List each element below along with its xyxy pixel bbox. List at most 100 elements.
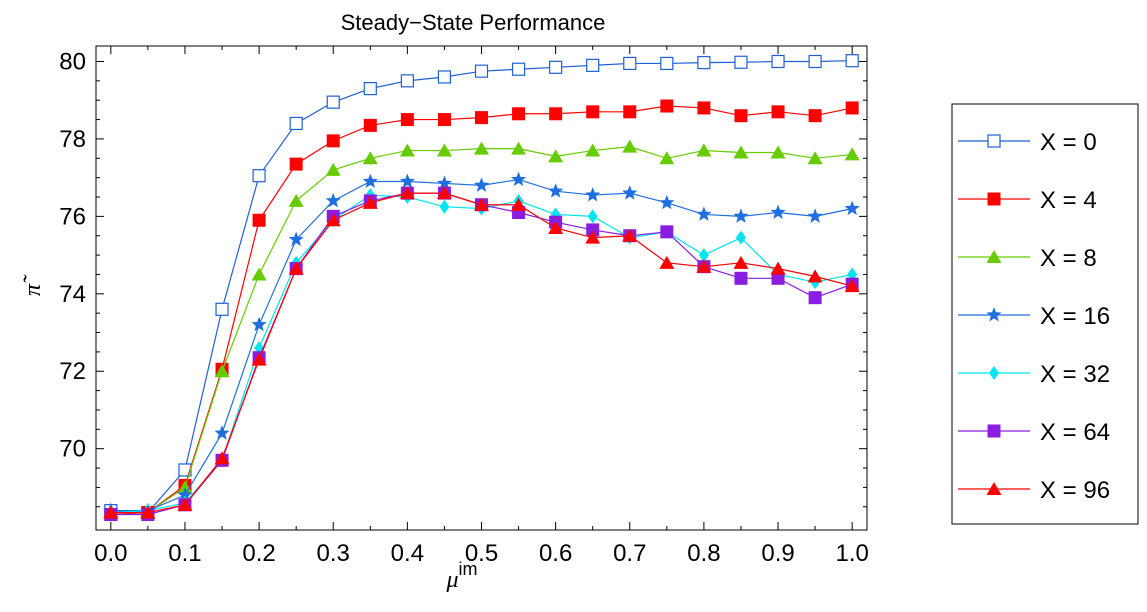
series-6 xyxy=(103,186,860,519)
legend-item: X = 16 xyxy=(958,303,1110,330)
data-point xyxy=(474,141,489,155)
data-point xyxy=(585,143,601,157)
data-point xyxy=(289,157,303,171)
data-point xyxy=(660,225,674,239)
data-point xyxy=(659,194,675,210)
x-axis: 0.0 0.1 0.2 0.3 0.4 0.5 0.6 0.7 0.8 0.9 1.0 xyxy=(94,46,869,567)
legend-marker xyxy=(987,192,1001,206)
data-point xyxy=(362,195,378,209)
x-tick-label: 0.7 xyxy=(613,540,646,567)
y-axis-label: π̃ xyxy=(20,274,46,296)
data-point xyxy=(437,113,451,127)
data-point xyxy=(326,95,340,109)
legend-item: X = 96 xyxy=(958,477,1110,504)
data-point xyxy=(733,145,749,159)
series-line xyxy=(110,60,853,514)
data-point xyxy=(586,105,600,119)
data-point xyxy=(735,230,746,245)
data-point xyxy=(808,54,822,69)
data-point xyxy=(659,151,675,165)
legend-label: X = 96 xyxy=(1040,477,1110,504)
data-point xyxy=(585,230,601,244)
y-tick-label: 74 xyxy=(59,281,86,308)
data-point xyxy=(585,187,601,202)
data-point xyxy=(511,197,527,211)
data-point xyxy=(325,162,341,176)
legend-item: X = 8 xyxy=(958,245,1097,272)
data-point xyxy=(214,364,230,378)
x-tick-label: 0.9 xyxy=(761,540,794,567)
data-point xyxy=(436,143,452,157)
data-point xyxy=(473,177,490,192)
data-point xyxy=(399,173,415,188)
chart-title: Steady−State Performance xyxy=(341,10,606,35)
x-tick-label: 0.5 xyxy=(465,540,498,567)
data-point xyxy=(474,64,489,78)
data-point xyxy=(845,54,859,68)
data-point xyxy=(400,113,414,127)
legend-marker xyxy=(986,307,1002,322)
data-point xyxy=(771,271,785,285)
data-point xyxy=(623,105,637,119)
legend-label: X = 4 xyxy=(1040,187,1097,214)
data-point xyxy=(177,487,193,502)
data-point xyxy=(734,109,748,123)
data-point xyxy=(177,497,193,511)
data-point xyxy=(549,107,563,121)
data-point xyxy=(363,81,377,96)
data-point xyxy=(251,267,267,281)
legend-label: X = 0 xyxy=(1040,129,1097,156)
data-point xyxy=(622,139,638,153)
legend-item: X = 64 xyxy=(958,419,1110,446)
data-point xyxy=(549,60,563,74)
y-axis: 70 72 74 76 78 80 xyxy=(59,48,867,508)
data-point xyxy=(622,228,638,242)
data-point xyxy=(252,169,266,183)
data-point xyxy=(363,118,377,132)
data-point xyxy=(844,279,860,293)
x-axis-label: μim xyxy=(445,559,477,593)
data-point xyxy=(288,231,304,247)
x-tick-label: 0.1 xyxy=(168,540,201,567)
data-point xyxy=(399,143,415,157)
data-point xyxy=(770,145,786,159)
data-point xyxy=(362,173,378,188)
data-point xyxy=(288,261,304,275)
data-point xyxy=(511,141,527,155)
data-point xyxy=(215,302,229,316)
data-point xyxy=(214,425,230,440)
y-tick-label: 70 xyxy=(59,436,86,463)
data-point xyxy=(399,186,415,200)
data-point xyxy=(512,107,526,121)
data-point xyxy=(437,70,452,84)
data-point xyxy=(623,56,637,71)
data-point xyxy=(807,208,823,223)
x-tick-label: 0.2 xyxy=(242,540,275,567)
data-point xyxy=(436,175,453,190)
data-point xyxy=(177,480,193,494)
y-tick-label: 72 xyxy=(59,358,86,385)
data-point xyxy=(436,186,452,200)
series-5 xyxy=(104,186,859,522)
y-tick-label: 78 xyxy=(59,126,86,153)
data-point xyxy=(511,62,526,76)
data-point xyxy=(548,220,564,234)
data-point xyxy=(734,271,748,285)
data-point xyxy=(733,255,749,269)
data-point xyxy=(844,147,860,161)
x-tick-label: 0.3 xyxy=(317,540,350,567)
data-point xyxy=(474,197,489,211)
data-point xyxy=(733,208,749,223)
data-point xyxy=(510,171,527,187)
series-3 xyxy=(103,171,860,518)
legend-marker xyxy=(987,134,1001,148)
data-point xyxy=(696,143,712,157)
data-point xyxy=(660,99,674,113)
data-point xyxy=(439,199,450,214)
legend-item: X = 4 xyxy=(958,187,1097,214)
data-point xyxy=(251,316,267,332)
series-layer xyxy=(103,54,860,522)
series-0 xyxy=(104,54,859,520)
legend: X = 0 X = 4 X = 8 X = 16 X = 32 X = 64 X = 96 xyxy=(958,129,1110,504)
